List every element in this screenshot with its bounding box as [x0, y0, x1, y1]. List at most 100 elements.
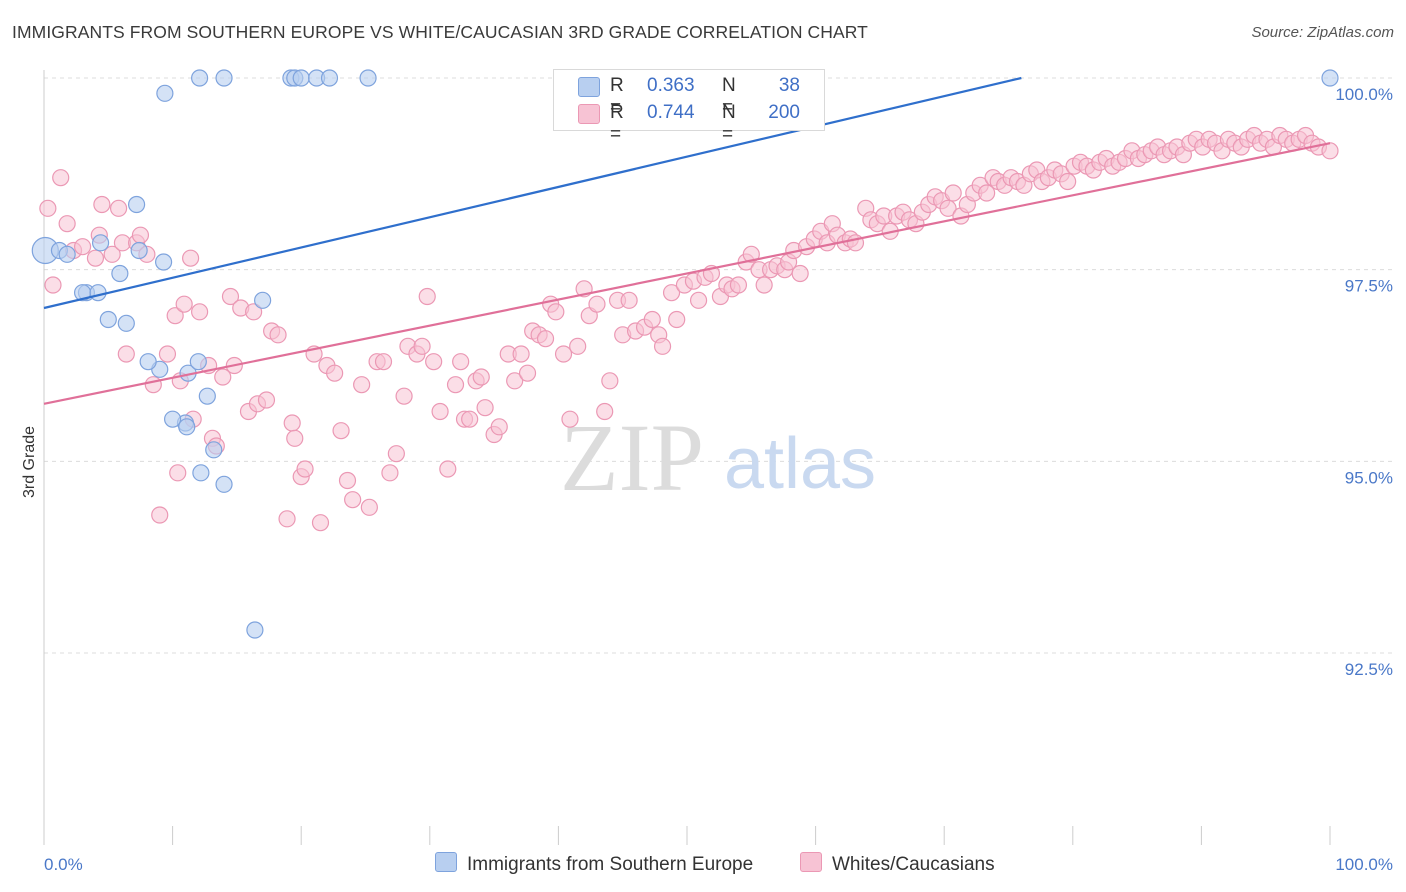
legend-n-label: N = [722, 75, 736, 118]
data-point-whites-caucasians [158, 345, 177, 363]
series-whites-caucasians-points [39, 126, 1339, 532]
trend-line-southern-europe [43, 76, 1022, 310]
data-point-whites-caucasians [245, 303, 263, 321]
watermark-atlas: atlas [724, 424, 876, 504]
data-point-whites-caucasians [221, 287, 240, 306]
data-point-whites-caucasians [151, 506, 169, 524]
legend-r-label: R = [610, 102, 624, 145]
data-point-whites-caucasians [944, 184, 962, 202]
data-point-whites-caucasians [518, 364, 537, 382]
data-point-southern-europe [320, 69, 339, 87]
data-point-whites-caucasians [512, 345, 530, 363]
legend-swatch-blue [578, 77, 600, 97]
chart-title: IMMIGRANTS FROM SOUTHERN EUROPE VS WHITE… [12, 22, 868, 42]
legend-n-value: 200 [768, 102, 800, 123]
data-point-whites-caucasians [381, 464, 399, 482]
data-point-whites-caucasians [387, 445, 405, 463]
data-point-whites-caucasians [86, 249, 105, 267]
data-point-whites-caucasians [103, 245, 121, 263]
data-point-whites-caucasians [461, 410, 479, 428]
bottom-legend-label: Immigrants from Southern Europe [467, 854, 754, 875]
data-point-southern-europe [58, 245, 76, 263]
data-point-whites-caucasians [374, 353, 393, 371]
watermark-zip: ZIP [560, 404, 704, 511]
bottom-legend-swatch-pink [800, 852, 822, 872]
data-point-whites-caucasians [561, 410, 579, 428]
data-point-whites-caucasians [601, 372, 619, 390]
data-point-whites-caucasians [169, 464, 187, 482]
data-point-southern-europe [127, 195, 146, 214]
data-point-whites-caucasians [360, 498, 378, 516]
bottom-legend-whites-caucasians: Whites/Caucasians [800, 852, 995, 876]
legend-swatch-pink [578, 104, 600, 124]
bottom-legend-southern-europe: Immigrants from Southern Europe [435, 852, 753, 876]
data-point-whites-caucasians [326, 364, 344, 382]
data-point-whites-caucasians [791, 264, 809, 283]
data-point-whites-caucasians [93, 195, 111, 214]
bottom-legend-label: Whites/Caucasians [832, 854, 995, 875]
data-point-whites-caucasians [353, 376, 371, 394]
data-point-whites-caucasians [1059, 172, 1077, 191]
data-point-whites-caucasians [755, 276, 773, 294]
data-point-whites-caucasians [476, 399, 494, 417]
data-point-whites-caucasians [73, 238, 92, 256]
data-point-whites-caucasians [431, 402, 449, 421]
data-point-whites-caucasians [286, 429, 304, 447]
x-tick-label: 100.0% [1335, 855, 1393, 874]
data-point-whites-caucasians [269, 326, 287, 344]
data-point-whites-caucasians [175, 295, 193, 313]
data-point-whites-caucasians [978, 184, 996, 202]
data-point-whites-caucasians [109, 199, 128, 217]
legend-n-label: N = [722, 102, 736, 145]
tick-labels: 92.5% 95.0% 97.5% 100.0% 0.0% 100.0% [44, 85, 1393, 874]
data-point-whites-caucasians [278, 510, 296, 528]
data-point-whites-caucasians [296, 460, 314, 478]
y-tick-label: 92.5% [1345, 660, 1393, 679]
data-point-southern-europe [139, 353, 157, 371]
data-point-southern-europe [254, 291, 272, 309]
y-tick-label: 95.0% [1345, 468, 1393, 487]
data-point-whites-caucasians [668, 310, 686, 329]
data-point-whites-caucasians [332, 422, 350, 440]
data-point-whites-caucasians [662, 284, 681, 302]
data-point-whites-caucasians [52, 169, 70, 187]
y-tick-label: 97.5% [1345, 277, 1393, 296]
legend-r-value: 0.363 [647, 75, 695, 96]
data-point-whites-caucasians [257, 391, 276, 409]
data-point-southern-europe [215, 69, 233, 87]
data-point-whites-caucasians [418, 287, 436, 306]
axes-layer [43, 70, 1331, 845]
data-point-southern-europe [154, 253, 173, 271]
data-point-whites-caucasians [536, 330, 555, 348]
series-southern-europe-points [31, 69, 1339, 639]
data-point-southern-europe [164, 410, 182, 428]
data-point-whites-caucasians [182, 249, 200, 267]
data-point-whites-caucasians [425, 353, 443, 371]
data-point-whites-caucasians [452, 353, 470, 371]
trend-lines [43, 76, 1331, 405]
data-point-whites-caucasians [413, 337, 431, 355]
data-point-whites-caucasians [472, 368, 490, 386]
data-point-whites-caucasians [39, 199, 57, 217]
data-point-southern-europe [178, 418, 196, 436]
x-tick-label: 0.0% [44, 855, 83, 874]
data-point-southern-europe [117, 314, 135, 332]
y-tick-label: 100.0% [1335, 85, 1393, 104]
data-point-whites-caucasians [643, 310, 661, 329]
data-point-whites-caucasians [338, 471, 357, 490]
data-point-whites-caucasians [554, 345, 573, 363]
legend-r-value: 0.744 [647, 102, 695, 123]
data-point-whites-caucasians [395, 387, 413, 405]
data-point-whites-caucasians [344, 491, 362, 509]
data-point-whites-caucasians [1321, 142, 1339, 160]
data-point-southern-europe [130, 241, 148, 260]
data-point-whites-caucasians [439, 460, 457, 478]
chart-source: Source: ZipAtlas.com [1251, 24, 1394, 41]
data-point-whites-caucasians [596, 402, 614, 421]
legend-r-label: R = [610, 75, 624, 118]
data-point-whites-caucasians [44, 276, 62, 294]
data-point-southern-europe [91, 234, 110, 252]
data-point-whites-caucasians [58, 215, 76, 233]
data-point-southern-europe [1321, 69, 1339, 87]
